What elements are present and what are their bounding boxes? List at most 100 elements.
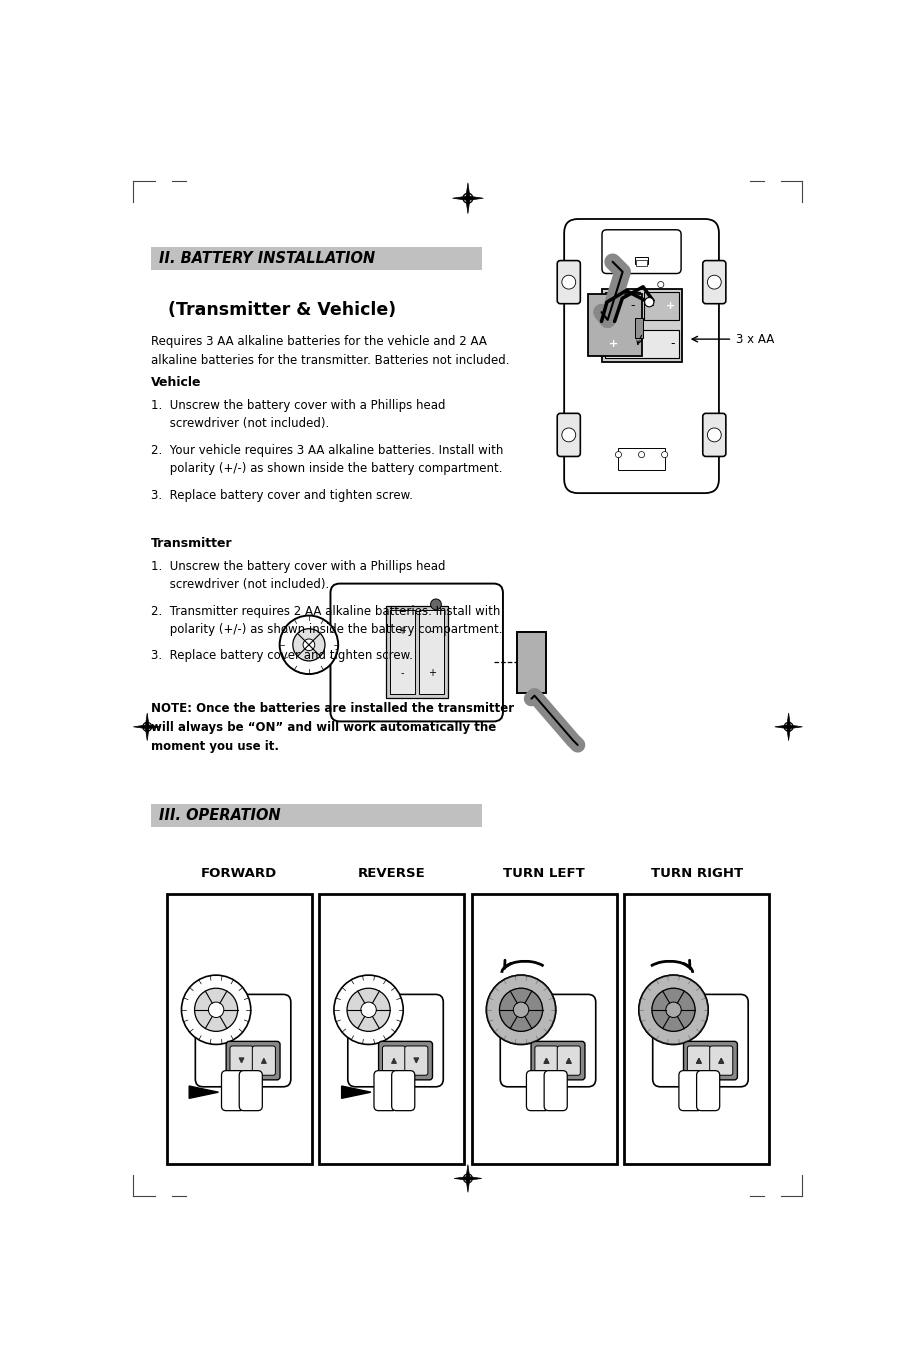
- Polygon shape: [145, 726, 149, 740]
- Bar: [602, 289, 682, 363]
- Text: +: +: [609, 339, 618, 349]
- Bar: [636, 260, 647, 266]
- Polygon shape: [789, 725, 803, 729]
- Polygon shape: [147, 725, 161, 729]
- Polygon shape: [133, 725, 147, 729]
- Bar: [624, 894, 769, 1164]
- FancyBboxPatch shape: [404, 1045, 428, 1075]
- Polygon shape: [453, 196, 468, 200]
- FancyBboxPatch shape: [602, 230, 681, 274]
- Circle shape: [303, 639, 315, 650]
- Bar: [419, 609, 445, 695]
- Circle shape: [708, 275, 721, 289]
- Bar: [320, 894, 464, 1164]
- Polygon shape: [189, 1086, 218, 1099]
- Text: +: +: [398, 626, 406, 637]
- Bar: [635, 256, 647, 264]
- Text: -: -: [401, 668, 404, 679]
- Polygon shape: [787, 726, 791, 740]
- Circle shape: [279, 616, 338, 675]
- FancyBboxPatch shape: [239, 1070, 262, 1111]
- Circle shape: [561, 428, 576, 442]
- Circle shape: [334, 975, 404, 1044]
- Circle shape: [662, 451, 667, 458]
- Text: 3 x AA: 3 x AA: [736, 333, 774, 346]
- Circle shape: [293, 628, 325, 661]
- Text: -: -: [649, 300, 654, 312]
- Text: Vehicle: Vehicle: [151, 376, 202, 388]
- Circle shape: [619, 282, 625, 288]
- Circle shape: [513, 1002, 529, 1018]
- Text: 2.  Your vehicle requires 3 AA alkaline batteries. Install with
     polarity (+: 2. Your vehicle requires 3 AA alkaline b…: [151, 444, 503, 474]
- Polygon shape: [466, 1179, 470, 1193]
- FancyBboxPatch shape: [557, 413, 581, 457]
- Circle shape: [208, 1002, 224, 1018]
- FancyBboxPatch shape: [709, 1045, 733, 1075]
- Text: Transmitter: Transmitter: [151, 537, 233, 551]
- FancyBboxPatch shape: [226, 1041, 280, 1079]
- Circle shape: [431, 598, 441, 609]
- FancyBboxPatch shape: [679, 1070, 702, 1111]
- FancyBboxPatch shape: [527, 1070, 550, 1111]
- Bar: [644, 292, 679, 320]
- Circle shape: [615, 451, 622, 458]
- Circle shape: [639, 975, 708, 1044]
- Bar: [517, 632, 546, 692]
- FancyBboxPatch shape: [500, 995, 595, 1086]
- Circle shape: [645, 297, 654, 307]
- Polygon shape: [466, 1164, 470, 1179]
- Bar: [167, 894, 311, 1164]
- Circle shape: [361, 1002, 376, 1018]
- Text: -: -: [671, 337, 676, 350]
- FancyBboxPatch shape: [703, 260, 726, 304]
- Circle shape: [499, 988, 542, 1032]
- FancyBboxPatch shape: [252, 1045, 276, 1075]
- Circle shape: [708, 428, 721, 442]
- Bar: [588, 294, 642, 356]
- Circle shape: [639, 975, 708, 1044]
- Polygon shape: [466, 198, 470, 214]
- Text: -: -: [430, 626, 434, 637]
- Bar: [151, 804, 482, 827]
- Circle shape: [657, 282, 664, 288]
- Circle shape: [652, 988, 695, 1032]
- Circle shape: [666, 1002, 681, 1018]
- Polygon shape: [466, 183, 470, 198]
- Text: (Transmitter & Vehicle): (Transmitter & Vehicle): [168, 301, 396, 319]
- FancyBboxPatch shape: [697, 1070, 719, 1111]
- FancyBboxPatch shape: [379, 1041, 433, 1079]
- Polygon shape: [775, 725, 789, 729]
- FancyBboxPatch shape: [531, 1041, 585, 1079]
- FancyBboxPatch shape: [535, 1045, 558, 1075]
- Text: +: +: [427, 668, 436, 679]
- FancyBboxPatch shape: [222, 1070, 245, 1111]
- Text: 3.  Replace battery cover and tighten screw.: 3. Replace battery cover and tighten scr…: [151, 649, 413, 662]
- Polygon shape: [341, 1086, 371, 1099]
- Bar: [151, 247, 482, 270]
- Circle shape: [194, 988, 237, 1032]
- Text: +: +: [666, 301, 676, 311]
- Circle shape: [666, 1002, 681, 1018]
- FancyBboxPatch shape: [544, 1070, 567, 1111]
- Text: NOTE: Once the batteries are installed the transmitter
will always be “ON” and w: NOTE: Once the batteries are installed t…: [151, 702, 514, 752]
- FancyBboxPatch shape: [687, 1045, 710, 1075]
- Polygon shape: [468, 196, 483, 200]
- Polygon shape: [454, 1176, 468, 1180]
- Text: -: -: [630, 300, 635, 312]
- Text: 3.  Replace battery cover and tighten screw.: 3. Replace battery cover and tighten scr…: [151, 488, 413, 502]
- Circle shape: [487, 975, 556, 1044]
- Bar: [635, 319, 643, 338]
- Text: 1.  Unscrew the battery cover with a Phillips head
     screwdriver (not include: 1. Unscrew the battery cover with a Phil…: [151, 560, 446, 592]
- Bar: [618, 448, 665, 470]
- Circle shape: [499, 988, 542, 1032]
- Text: REVERSE: REVERSE: [358, 867, 425, 880]
- Polygon shape: [787, 713, 791, 726]
- FancyBboxPatch shape: [653, 995, 748, 1086]
- FancyBboxPatch shape: [684, 1041, 738, 1079]
- FancyBboxPatch shape: [557, 1045, 581, 1075]
- FancyBboxPatch shape: [564, 219, 719, 493]
- Text: FORWARD: FORWARD: [201, 867, 278, 880]
- Bar: [386, 607, 447, 698]
- Bar: [472, 894, 616, 1164]
- FancyBboxPatch shape: [348, 995, 444, 1086]
